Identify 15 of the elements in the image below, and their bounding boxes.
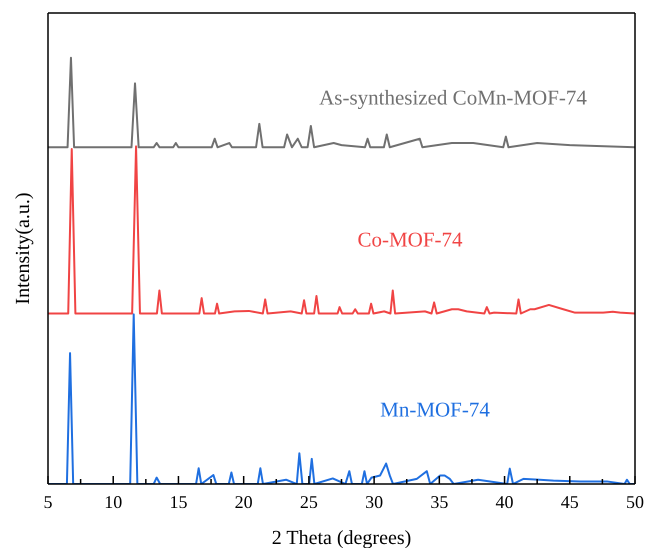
x-tick-label: 20 xyxy=(234,492,253,512)
x-tick-label: 15 xyxy=(169,492,188,512)
x-axis-title: 2 Theta (degrees) xyxy=(272,527,412,548)
y-axis-title: Intensity(a.u.) xyxy=(12,192,34,305)
series-label: As-synthesized CoMn-MOF-74 xyxy=(319,86,587,110)
text: Mn-MOF-74 xyxy=(380,398,490,422)
x-tick-label: 30 xyxy=(365,492,384,512)
text: Co-MOF-74 xyxy=(357,228,463,252)
x-tick-label: 40 xyxy=(496,492,514,512)
x-tick-label: 45 xyxy=(560,492,579,512)
x-tick-label: 50 xyxy=(626,492,644,512)
x-tick-label: 35 xyxy=(430,492,448,512)
x-tick-label: 25 xyxy=(300,492,318,512)
x-tick-label: 5 xyxy=(44,492,52,512)
x-tick-label: 10 xyxy=(104,492,122,512)
